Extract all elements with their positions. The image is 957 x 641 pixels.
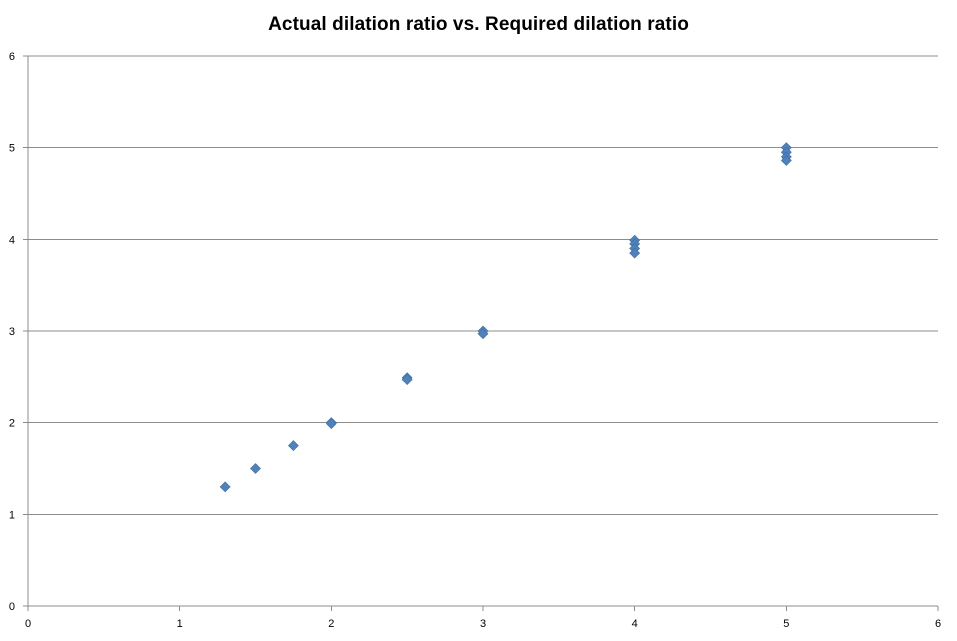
x-tick-label: 1 — [177, 618, 183, 630]
x-tick-label: 5 — [783, 618, 789, 630]
x-tick-label: 0 — [25, 618, 31, 630]
y-tick-label: 4 — [9, 234, 15, 246]
y-tick-label: 6 — [9, 51, 15, 63]
x-tick-label: 4 — [632, 618, 638, 630]
data-point-marker — [401, 374, 413, 386]
data-point-marker — [219, 481, 231, 493]
x-tick-label: 6 — [935, 618, 941, 630]
y-tick-label: 1 — [9, 509, 15, 521]
data-point-marker — [287, 440, 299, 452]
y-tick-label: 3 — [9, 326, 15, 338]
data-point-marker — [629, 247, 641, 259]
y-tick-label: 0 — [9, 601, 15, 613]
gridlines — [28, 55, 938, 515]
data-point-marker — [250, 463, 261, 474]
y-tick-label: 5 — [9, 143, 15, 155]
chart-title: Actual dilation ratio vs. Required dilat… — [268, 14, 689, 35]
axes — [23, 55, 939, 611]
data-points — [219, 142, 792, 493]
data-point-marker — [325, 418, 337, 430]
y-tick-labels: 0 1 2 3 4 5 6 — [9, 51, 15, 613]
data-point-marker — [477, 328, 489, 340]
data-point-marker — [780, 155, 792, 166]
x-tick-label: 3 — [480, 618, 486, 630]
x-tick-label: 2 — [328, 618, 334, 630]
y-tick-label: 2 — [9, 418, 15, 430]
x-tick-labels: 0 1 2 3 4 5 6 — [25, 618, 941, 630]
